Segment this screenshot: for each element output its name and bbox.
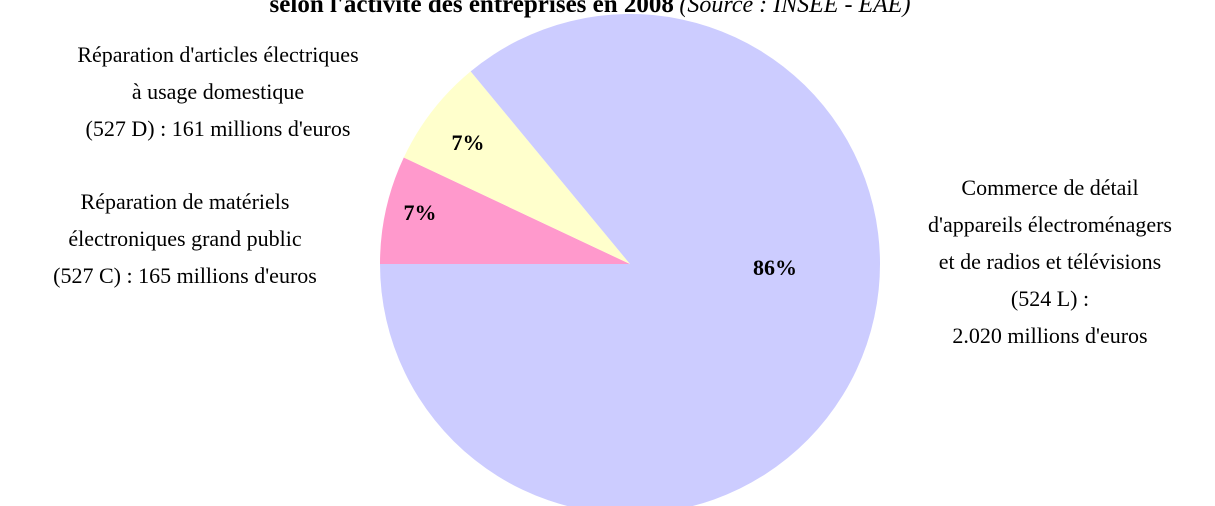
slice-category-label: 2.020 millions d'euros bbox=[952, 323, 1147, 348]
slice-percent-label: 7% bbox=[404, 200, 437, 225]
slice-percent-label: 86% bbox=[753, 255, 797, 280]
pie-slice bbox=[403, 71, 630, 264]
slice-category-label: Réparation d'articles électriques bbox=[77, 42, 358, 67]
pie-slice bbox=[380, 157, 630, 264]
slice-category-label: et de radios et télévisions bbox=[939, 249, 1161, 274]
slice-category-label: Réparation de matériels bbox=[81, 189, 290, 214]
slice-category-label: (527 D) : 161 millions d'euros bbox=[86, 116, 351, 141]
slice-category-label: d'appareils électroménagers bbox=[928, 212, 1172, 237]
slice-category-label: à usage domestique bbox=[132, 79, 304, 104]
slice-category-label: électroniques grand public bbox=[68, 226, 302, 251]
slice-category-label: (524 L) : bbox=[1011, 286, 1089, 311]
slice-category-label: Commerce de détail bbox=[961, 175, 1138, 200]
chart-title: selon l'activité des entreprises en 2008 bbox=[270, 0, 674, 18]
chart-subtitle: (Source : INSEE - EAE) bbox=[679, 0, 910, 18]
slice-category-label: (527 C) : 165 millions d'euros bbox=[53, 263, 317, 288]
pie-slice bbox=[380, 14, 880, 506]
chart-title-line: selon l'activité des entreprises en 2008… bbox=[270, 0, 911, 18]
slice-percent-label: 7% bbox=[452, 130, 485, 155]
